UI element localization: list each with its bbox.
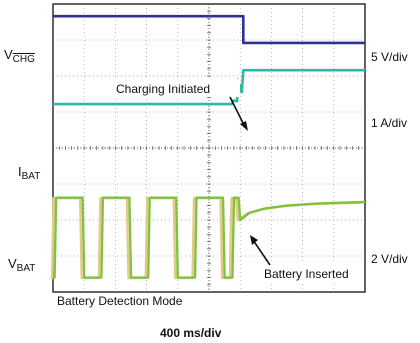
trace-vbat [53,196,366,279]
scale-label-vbat: 2 V/div [371,252,408,266]
scale-label-ibat: 1 A/div [371,116,407,130]
annotation-arrow-charging [229,96,246,128]
annotation-bg-charging [112,79,240,97]
annotation-arrow-battery [252,239,271,266]
annotation-battery-inserted: Battery Inserted [264,267,349,281]
annotation-charging-initiated: Charging Initiated [116,82,210,96]
annotation-arrowhead-charging [240,121,248,131]
trace-vchg [53,14,365,45]
plot-frame [52,3,366,293]
channel-label-ibat: IBAT [18,164,40,182]
channel-label-vchg: VCHG [4,47,35,65]
annotation-battery-detection-mode: Battery Detection Mode [57,294,183,308]
scale-label-vchg: 5 V/div [371,50,408,64]
grid [52,3,366,293]
annotation-arrowhead-battery [250,235,258,245]
x-axis-scale: 400 ms/div [160,326,222,340]
annotation-bg-battery [262,264,354,282]
channel-label-vbat: VBAT [8,256,35,274]
